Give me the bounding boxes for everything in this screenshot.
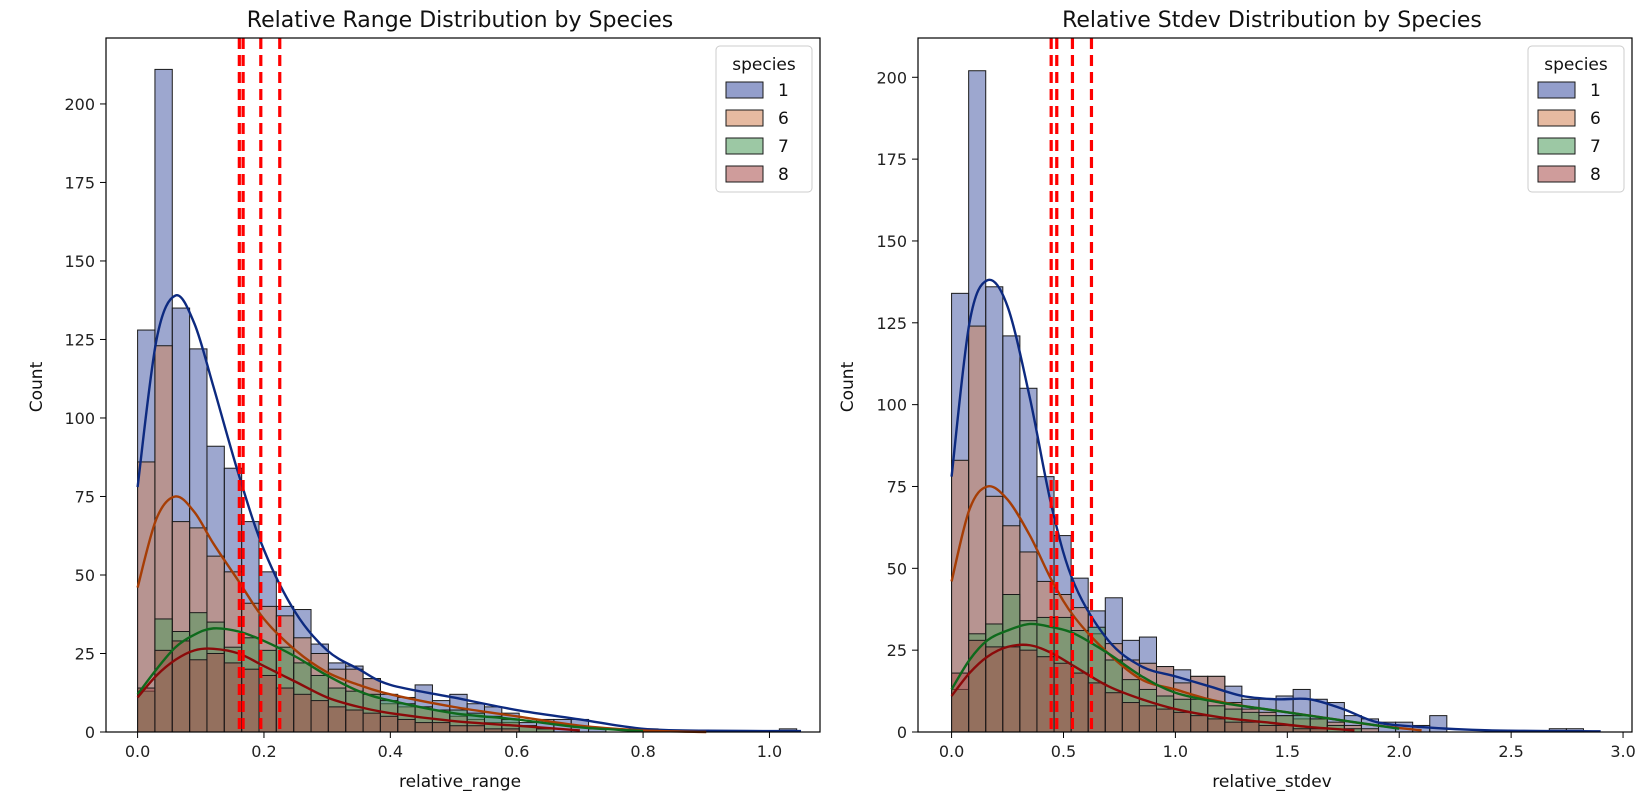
y-tick-label: 0 (85, 723, 95, 742)
plot-area: 0.0 0.5 1.0 1.5 2.0 2.5 3.0 0 25 50 75 100 125 150 175… (876, 37, 1636, 761)
panel-relative-range: Relative Range Distribution by Species 0… (27, 8, 821, 792)
y-tick-label: 150 (876, 232, 907, 251)
legend: species 1 6 7 8 (1527, 45, 1625, 193)
histogram-bar (466, 725, 485, 733)
histogram-bar (189, 659, 208, 733)
x-axis-label: relative_stdev (1212, 772, 1331, 792)
legend-swatch-species-7 (725, 137, 764, 155)
legend-swatch-species-1 (725, 81, 764, 99)
histogram-bar (1241, 721, 1260, 733)
legend-swatch-species-6 (1537, 109, 1576, 127)
histogram-bar (1173, 711, 1192, 733)
y-tick-label: 125 (64, 330, 95, 349)
legend-label-species-1: 1 (778, 81, 789, 101)
histogram-bar (1104, 692, 1123, 733)
chart-title: Relative Stdev Distribution by Species (1062, 8, 1482, 33)
chart-title: Relative Range Distribution by Species (247, 8, 673, 33)
histogram-bar (1019, 649, 1038, 733)
legend: species 1 6 7 8 (715, 45, 813, 193)
histogram-bar (968, 639, 987, 733)
histogram-bar (951, 672, 970, 733)
y-tick-label: 200 (876, 68, 907, 87)
plot-area: 0.0 0.2 0.4 0.6 0.8 1.0 0 25 50 75 100 125 150 175 200 (64, 37, 821, 761)
x-axis-label: relative_range (399, 772, 521, 792)
x-tick-label: 1.5 (1275, 742, 1300, 761)
legend-swatch-species-7 (1537, 137, 1576, 155)
y-tick-label: 200 (64, 95, 95, 114)
legend-swatch-species-6 (725, 109, 764, 127)
y-tick-label: 50 (887, 559, 907, 578)
histogram-bar (1224, 721, 1243, 733)
legend-label-species-6: 6 (778, 109, 789, 129)
legend-title: species (732, 55, 796, 75)
histogram-bar (1002, 646, 1021, 733)
kde-curve-species-7 (950, 622, 1400, 730)
y-tick-label: 25 (75, 644, 95, 663)
x-tick-label: 1.0 (1163, 742, 1188, 761)
histogram-bar (985, 646, 1004, 733)
kde-curve-species-1 (950, 278, 1601, 733)
legend-swatch-species-8 (1537, 165, 1576, 183)
y-tick-label: 100 (876, 396, 907, 415)
y-axis-label: Count (838, 361, 858, 412)
y-tick-label: 175 (64, 173, 95, 192)
x-tick-label: 3.0 (1610, 742, 1635, 761)
histogram-bar (293, 693, 312, 733)
x-tick-label: 0.5 (1051, 742, 1076, 761)
x-tick-label: 0.6 (504, 742, 529, 761)
histogram-bar (449, 725, 468, 733)
x-tick-label: 2.0 (1386, 742, 1411, 761)
y-tick-label: 125 (876, 314, 907, 333)
histogram-bar (1207, 718, 1226, 733)
legend-label-species-1: 1 (1590, 81, 1601, 101)
histogram-bar (206, 652, 225, 733)
panel-relative-stdev: Relative Stdev Distribution by Species 0… (838, 8, 1636, 792)
histogram-bar (171, 640, 191, 733)
axes-frame (105, 37, 821, 733)
legend-label-species-7: 7 (1590, 137, 1601, 157)
y-tick-label: 0 (897, 723, 907, 742)
histogram-bar (1190, 715, 1209, 733)
histogram-bar (1156, 708, 1175, 733)
x-tick-label: 0.8 (630, 742, 655, 761)
histogram-bar (362, 712, 381, 733)
x-tick-label: 2.5 (1498, 742, 1523, 761)
kde-curve-species-6 (136, 495, 707, 734)
y-tick-label: 25 (887, 641, 907, 660)
histogram-bar (431, 722, 451, 733)
histogram-bar (310, 700, 329, 733)
y-axis-label: Count (27, 361, 47, 412)
histogram-bar (379, 715, 399, 733)
y-tick-label: 50 (75, 566, 95, 585)
legend-label-species-7: 7 (778, 137, 789, 157)
y-tick-label: 175 (876, 150, 907, 169)
histogram-bar (414, 722, 433, 733)
x-tick-label: 0.4 (378, 742, 403, 761)
x-tick-label: 0.2 (251, 742, 276, 761)
legend-swatch-species-8 (725, 165, 764, 183)
y-tick-label: 75 (75, 487, 95, 506)
legend-label-species-6: 6 (1590, 109, 1601, 129)
y-tick-label: 150 (64, 252, 95, 271)
histogram-bar (1275, 724, 1294, 733)
histogram-bar (345, 709, 364, 733)
legend-label-species-8: 8 (778, 165, 789, 185)
histogram-bar (1121, 702, 1140, 733)
legend-label-species-8: 8 (1590, 165, 1601, 185)
legend-title: species (1544, 55, 1608, 75)
kde-curve-species-7 (136, 627, 644, 733)
legend-swatch-species-1 (1537, 81, 1576, 99)
x-tick-label: 0.0 (125, 742, 150, 761)
histogram-bar (397, 718, 416, 733)
y-tick-label: 75 (887, 477, 907, 496)
kde-curve-species-1 (136, 294, 802, 733)
y-tick-label: 100 (64, 409, 95, 428)
histogram-bar (1258, 724, 1277, 733)
x-tick-label: 1.0 (757, 742, 782, 761)
x-tick-label: 0.0 (939, 742, 964, 761)
histogram-bar (1138, 705, 1158, 733)
axes-frame (917, 37, 1633, 733)
histogram-bar (327, 706, 347, 733)
